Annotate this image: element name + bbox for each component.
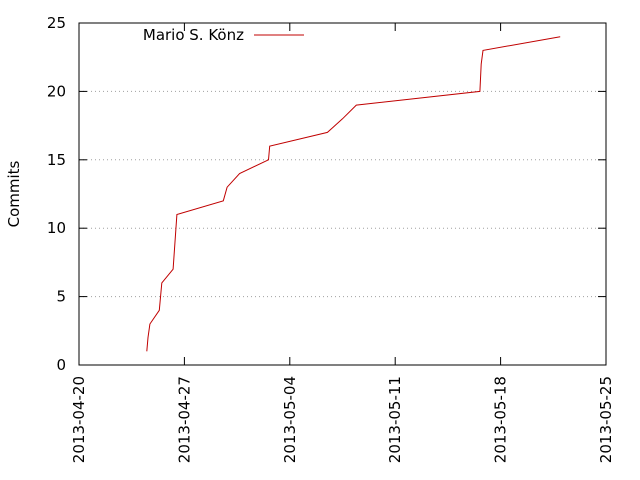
x-tick-label: 2013-05-25 (597, 376, 615, 463)
series-line (146, 36, 561, 352)
plot-frame (78, 22, 607, 366)
y-tick-label: 20 (47, 82, 66, 100)
grid-lines (79, 90, 606, 298)
series-layer (146, 36, 561, 352)
y-tick-label: 10 (47, 219, 66, 237)
x-tick-label: 2013-05-11 (386, 376, 404, 463)
x-tick-label: 2013-04-20 (70, 376, 88, 463)
y-tick-label: 0 (56, 356, 66, 374)
x-tick-label: 2013-05-18 (492, 376, 510, 463)
x-tick-label: 2013-04-27 (175, 376, 193, 463)
y-tick-label: 15 (47, 151, 66, 169)
x-tick-label: 2013-05-04 (281, 376, 299, 463)
axis-ticks (78, 22, 607, 366)
y-tick-label: 25 (47, 14, 66, 32)
legend: Mario S. Könz (143, 26, 304, 44)
y-axis-title: Commits (5, 160, 23, 227)
tick-labels: 0 5 10 15 20 25 2013-04-20 2013-04-27 2013-05-04… (47, 14, 615, 463)
y-tick-label: 5 (56, 288, 66, 306)
legend-series-label: Mario S. Könz (143, 26, 244, 44)
